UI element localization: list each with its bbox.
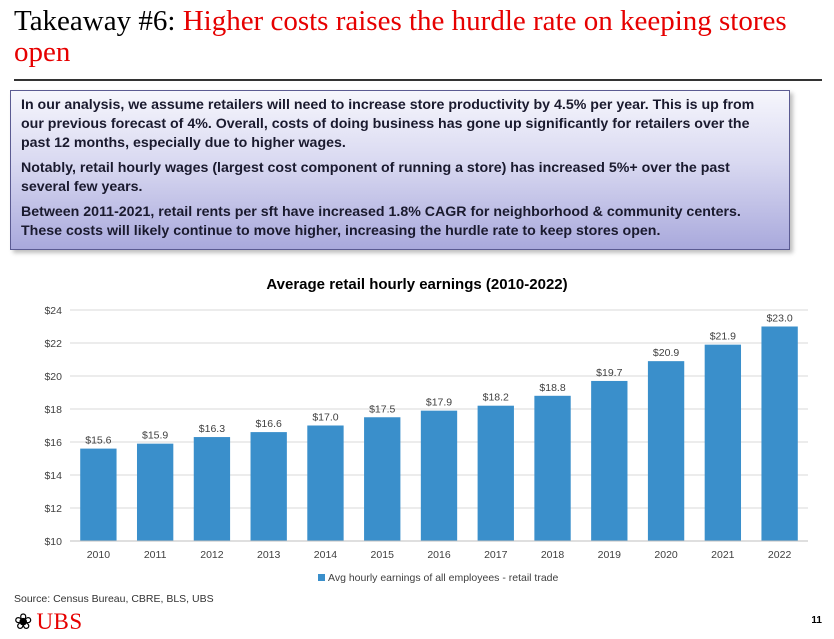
y-tick-label: $22 (44, 338, 62, 350)
bar-2010 (80, 448, 117, 541)
keys-logo-icon: ❀ (14, 609, 33, 634)
x-tick-label-2017: 2017 (484, 549, 508, 561)
slide-title: Takeaway #6: Higher costs raises the hur… (14, 6, 824, 68)
x-tick-label-2012: 2012 (200, 549, 224, 561)
y-tick-label: $16 (44, 437, 62, 449)
x-axis-ticks: 2010 2011 2012 2013 2014 2015 2016 2017 2018 2019… (87, 549, 792, 561)
x-tick-label-2010: 2010 (87, 549, 111, 561)
bar-2013 (250, 432, 287, 541)
data-label-2022: $23.0 (766, 313, 792, 325)
x-tick-label-2020: 2020 (654, 549, 678, 561)
data-labels: $15.6 $15.9 $16.3 $16.6 $17.0 $17.5 $17.9 $18.2… (85, 313, 793, 447)
title-prefix: Takeaway #6: (14, 5, 176, 37)
data-label-2011: $15.9 (142, 430, 168, 442)
data-label-2016: $17.9 (426, 397, 452, 409)
x-tick-label-2022: 2022 (768, 549, 792, 561)
bar-2012 (193, 437, 231, 541)
data-label-2012: $16.3 (199, 423, 225, 435)
bar-2021 (704, 344, 742, 541)
data-label-2018: $18.8 (539, 382, 565, 394)
data-label-2020: $20.9 (653, 347, 679, 359)
data-label-2021: $21.9 (710, 331, 736, 343)
title-divider (14, 79, 822, 81)
data-label-2014: $17.0 (312, 412, 338, 424)
x-tick-label-2015: 2015 (371, 549, 395, 561)
legend: Avg hourly earnings of all employees - r… (318, 572, 559, 584)
bar-2011 (136, 443, 174, 541)
x-tick-label-2011: 2011 (144, 549, 167, 561)
bar-2020 (647, 361, 685, 541)
callout-paragraph: In our analysis, we assume retailers wil… (21, 97, 755, 151)
y-tick-label: $14 (44, 470, 62, 482)
y-tick-label: $12 (44, 503, 62, 515)
ubs-logo: ❀ UBS (14, 609, 83, 635)
bar-2017 (477, 405, 514, 541)
logo-wordmark: UBS (36, 609, 83, 634)
x-tick-label-2014: 2014 (314, 549, 338, 561)
x-tick-label-2016: 2016 (427, 549, 451, 561)
chart-title: Average retail hourly earnings (2010-202… (266, 276, 568, 293)
x-tick-label-2019: 2019 (598, 549, 622, 561)
bars (80, 326, 798, 541)
data-label-2015: $17.5 (369, 403, 395, 415)
y-tick-label: $24 (44, 305, 62, 317)
page-number: 11 (811, 615, 822, 626)
bar-2016 (420, 410, 458, 541)
bar-2018 (534, 395, 571, 541)
bar-2019 (591, 380, 628, 541)
y-tick-label: $18 (44, 404, 62, 416)
data-label-2017: $18.2 (483, 392, 509, 404)
x-tick-label-2021: 2021 (711, 549, 735, 561)
source-note: Source: Census Bureau, CBRE, BLS, UBS (14, 593, 214, 605)
y-tick-label: $20 (44, 371, 62, 383)
bar-2014 (307, 425, 344, 541)
x-tick-label-2013: 2013 (257, 549, 281, 561)
bar-2015 (364, 417, 401, 541)
x-tick-label-2018: 2018 (541, 549, 565, 561)
data-label-2010: $15.6 (85, 435, 111, 447)
title-highlight: Higher costs raises the hurdle rate on k… (14, 5, 787, 68)
key-points-callout: In our analysis, we assume retailers wil… (10, 90, 790, 250)
data-label-2013: $16.6 (256, 418, 282, 430)
legend-label: Avg hourly earnings of all employees - r… (328, 572, 559, 584)
bar-2022 (761, 326, 798, 541)
y-axis-ticks: $10 $12 $14 $16 $18 $20 $22 $24 (44, 305, 62, 548)
callout-paragraph: Between 2011-2021, retail rents per sft … (21, 204, 741, 239)
callout-paragraph: Notably, retail hourly wages (largest co… (21, 160, 730, 195)
y-tick-label: $10 (44, 536, 62, 548)
legend-swatch (318, 574, 325, 581)
data-label-2019: $19.7 (596, 367, 622, 379)
